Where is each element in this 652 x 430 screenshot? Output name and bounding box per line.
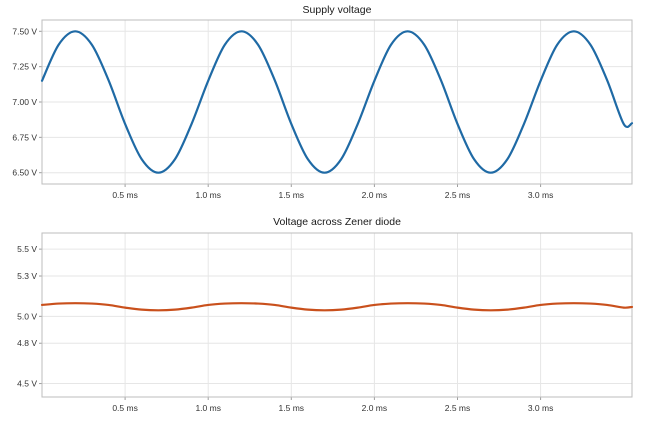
- x-tick-label: 1.5 ms: [279, 190, 305, 200]
- series-line-zener: [40, 302, 634, 312]
- x-tick-label: 3.0 ms: [528, 403, 554, 413]
- x-tick-label: 1.0 ms: [195, 190, 221, 200]
- y-tick-label: 5.3 V: [17, 271, 37, 281]
- chart-zener: Voltage across Zener diode 4.5 V 4.8 V 5.0 …: [17, 216, 634, 413]
- y-tick-label: 5.0 V: [17, 311, 37, 321]
- series-line-supply: [40, 30, 634, 174]
- chart-supply: Supply voltage 6.50 V 6.75 V 7.00 V 7.25 V 7.…: [12, 4, 634, 200]
- y-tick-label: 7.00 V: [12, 97, 37, 107]
- x-tick-label: 0.5 ms: [112, 403, 138, 413]
- y-tick-label: 6.50 V: [12, 168, 37, 178]
- x-tick-label: 1.0 ms: [195, 403, 221, 413]
- x-tick-label: 2.5 ms: [445, 403, 471, 413]
- y-tick-label: 7.25 V: [12, 62, 37, 72]
- y-tick-label: 5.5 V: [17, 244, 37, 254]
- y-tick-label: 4.8 V: [17, 338, 37, 348]
- x-tick-label: 2.0 ms: [362, 403, 388, 413]
- x-tick-label: 2.5 ms: [445, 190, 471, 200]
- y-tick-label: 4.5 V: [17, 379, 37, 389]
- x-tick-label: 1.5 ms: [279, 403, 305, 413]
- x-tick-label: 2.0 ms: [362, 190, 388, 200]
- plot-area-frame: [41, 19, 633, 185]
- y-tick-label: 6.75 V: [12, 132, 37, 142]
- x-tick-label: 0.5 ms: [112, 190, 138, 200]
- y-tick-label: 7.50 V: [12, 26, 37, 36]
- plot-area-frame: [41, 232, 633, 398]
- x-tick-label: 3.0 ms: [528, 190, 554, 200]
- chart-title: Supply voltage: [303, 4, 372, 16]
- chart-title: Voltage across Zener diode: [273, 216, 401, 228]
